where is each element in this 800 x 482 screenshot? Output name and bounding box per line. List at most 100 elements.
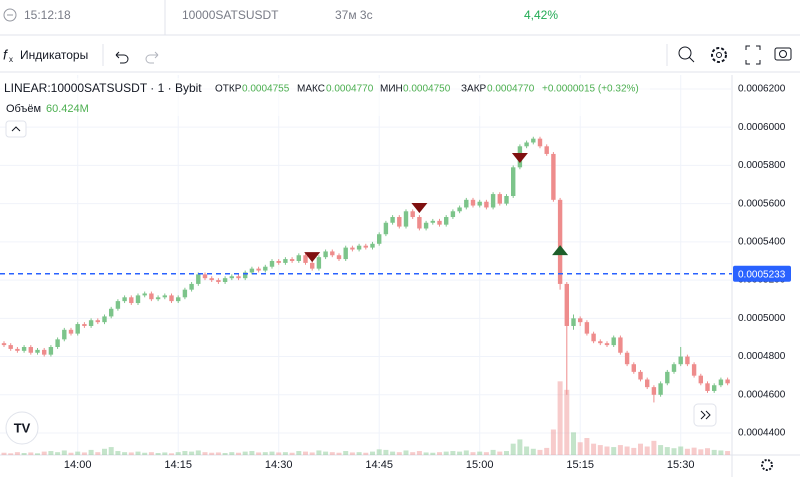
- axis-settings[interactable]: [761, 459, 773, 471]
- redo[interactable]: [145, 51, 159, 64]
- x-tick-label: 14:00: [64, 459, 92, 471]
- candle-body: [310, 262, 315, 269]
- candle-body: [276, 260, 281, 263]
- candle-body: [350, 247, 355, 250]
- volume-bar: [1, 452, 7, 455]
- candle-body: [122, 297, 127, 302]
- candle-body: [417, 217, 422, 229]
- candle-body: [296, 255, 301, 261]
- candle-body: [202, 274, 208, 279]
- candle-body: [102, 316, 107, 323]
- volume-bar: [182, 451, 188, 455]
- volume-bar: [148, 452, 154, 455]
- snapshot[interactable]: [774, 47, 792, 61]
- candle-body: [544, 146, 549, 154]
- volume-bar: [256, 452, 262, 455]
- volume-bar: [95, 452, 101, 455]
- volume-bar: [323, 451, 329, 455]
- candle-body: [82, 324, 87, 326]
- volume-bar: [684, 448, 690, 455]
- volume-bar: [577, 442, 583, 455]
- volume-bar: [504, 451, 509, 455]
- volume-bar: [477, 451, 483, 455]
- candle-body: [450, 211, 456, 218]
- trade-marker: [552, 245, 569, 256]
- y-tick-label: 0.0005600: [738, 198, 786, 209]
- x-tick-label: 14:45: [365, 459, 393, 471]
- candle-body: [390, 217, 395, 223]
- indicators-button[interactable]: Индикаторы: [20, 48, 88, 62]
- candle-body: [55, 339, 60, 348]
- y-tick-label: 0.0005800: [738, 160, 786, 171]
- volume-bar: [651, 440, 657, 455]
- candle-body: [28, 347, 33, 353]
- candle-body: [95, 320, 100, 323]
- volume-bar: [450, 451, 456, 455]
- y-tick-label: 0.0006200: [738, 84, 786, 95]
- candle-body: [149, 293, 154, 300]
- volume-bar: [55, 452, 61, 455]
- legend-bg: [0, 78, 650, 116]
- y-tick-label: 0.0005000: [738, 313, 786, 324]
- candle-body: [176, 297, 181, 302]
- candle-body: [658, 383, 663, 395]
- y-tick-label: 0.0004800: [738, 351, 786, 362]
- volume-bar: [21, 453, 27, 455]
- volume-bar: [296, 451, 302, 455]
- candle-body: [289, 259, 295, 261]
- candle-body: [35, 349, 40, 353]
- remove-icon[interactable]: [3, 8, 17, 22]
- legend-change: +0.0000015 (+0.32%): [542, 84, 639, 95]
- candle-body: [557, 199, 563, 284]
- candle-body: [303, 255, 308, 263]
- volume-bar: [282, 452, 288, 455]
- collapse-button[interactable]: [5, 120, 27, 138]
- fullscreen[interactable]: [745, 45, 761, 65]
- undo[interactable]: [115, 51, 129, 64]
- volume-bar: [222, 453, 228, 455]
- price-badge-label: 0.0005233: [738, 269, 786, 280]
- candle-body: [497, 194, 502, 204]
- candle-body: [457, 207, 462, 212]
- candle-body: [651, 387, 657, 395]
- volume-bar: [524, 446, 530, 455]
- candle-body: [691, 364, 697, 376]
- candle-body: [611, 337, 616, 346]
- candle-body: [718, 379, 724, 386]
- candle-body: [343, 247, 348, 260]
- fx-icon[interactable]: f: [3, 47, 9, 63]
- candle-body: [48, 347, 54, 355]
- volume-bar: [236, 452, 241, 455]
- volume-bar: [658, 445, 664, 455]
- volume-bar: [68, 452, 74, 455]
- volume-bar: [698, 449, 704, 455]
- volume-bar: [557, 381, 563, 455]
- volume-bar: [189, 451, 195, 455]
- candle-body: [618, 337, 623, 353]
- legend-value: 0.0004755: [242, 84, 290, 95]
- volume-bar: [483, 452, 489, 455]
- volume-bar: [457, 451, 463, 455]
- candle-body: [598, 341, 603, 344]
- candle-body: [377, 234, 382, 244]
- volume-bar: [128, 452, 134, 455]
- volume-bar: [711, 449, 717, 455]
- search[interactable]: [678, 46, 692, 60]
- candle-body: [115, 301, 121, 309]
- candle-body: [370, 243, 375, 248]
- candle-body: [21, 347, 27, 351]
- x-tick-label: 15:15: [566, 459, 594, 471]
- candle-body: [685, 356, 690, 365]
- volume-bar: [437, 452, 442, 455]
- settings[interactable]: [711, 47, 727, 63]
- volume-bar: [430, 452, 436, 455]
- volume-bar: [175, 452, 181, 455]
- candle-body: [129, 297, 134, 304]
- candle-body: [437, 220, 442, 225]
- volume-bar: [416, 451, 422, 455]
- symbol[interactable]: 10000SATSUSDT: [182, 8, 279, 22]
- tv-logo[interactable]: [5, 411, 39, 445]
- candle-body: [624, 352, 630, 365]
- candle-body: [531, 138, 536, 143]
- x-tick-label: 15:00: [466, 459, 494, 471]
